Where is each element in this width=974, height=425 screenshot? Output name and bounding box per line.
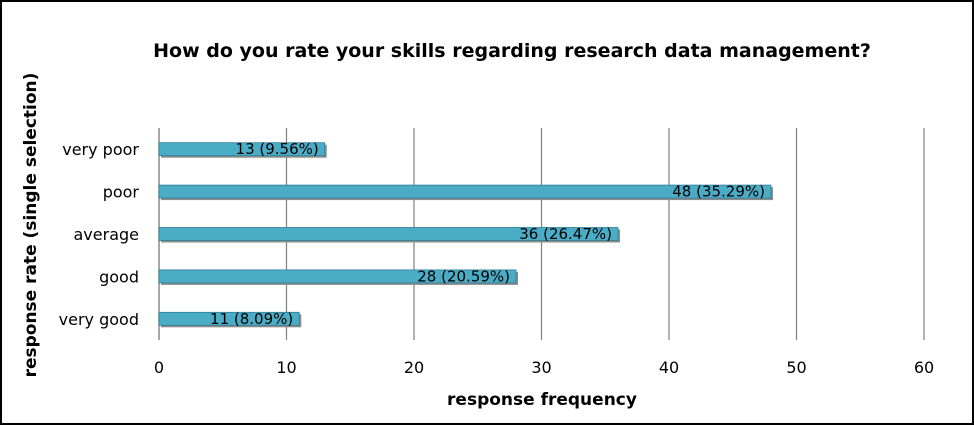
x-axis-label: response frequency <box>447 390 637 410</box>
data-label: 11 (8.09%) <box>210 310 293 328</box>
bar <box>158 184 772 199</box>
bars <box>158 142 773 328</box>
data-labels: 13 (9.56%) 48 (35.29%) 36 (26.47%) 28 (20.5… <box>210 140 765 328</box>
bar <box>158 227 619 241</box>
x-tick-label: 40 <box>659 358 679 377</box>
data-label: 28 (20.59%) <box>417 267 510 285</box>
x-tick-label: 30 <box>531 358 551 377</box>
data-label: 48 (35.29%) <box>672 183 765 201</box>
x-tick-label: 20 <box>404 358 424 377</box>
x-tick-label: 60 <box>914 358 934 377</box>
gridlines <box>158 128 925 340</box>
bar <box>158 311 300 326</box>
category-label: very good <box>59 310 139 329</box>
data-label: 36 (26.47%) <box>519 225 612 243</box>
chart-title: How do you rate your skills regarding re… <box>153 40 871 62</box>
y-axis-label: response rate (single selection) <box>21 73 41 378</box>
category-label: good <box>99 267 139 286</box>
bar <box>158 269 517 284</box>
data-label: 13 (9.56%) <box>236 140 319 158</box>
category-labels: very poor poor average good very good <box>59 140 140 329</box>
bar <box>158 142 326 157</box>
x-tick-labels: 0 10 20 30 40 50 60 <box>154 358 934 377</box>
x-tick-label: 10 <box>276 358 296 377</box>
category-label: very poor <box>62 140 139 159</box>
x-tick-label: 50 <box>786 358 806 377</box>
x-tick-label: 0 <box>154 358 164 377</box>
category-label: average <box>74 225 140 244</box>
category-label: poor <box>103 183 140 202</box>
